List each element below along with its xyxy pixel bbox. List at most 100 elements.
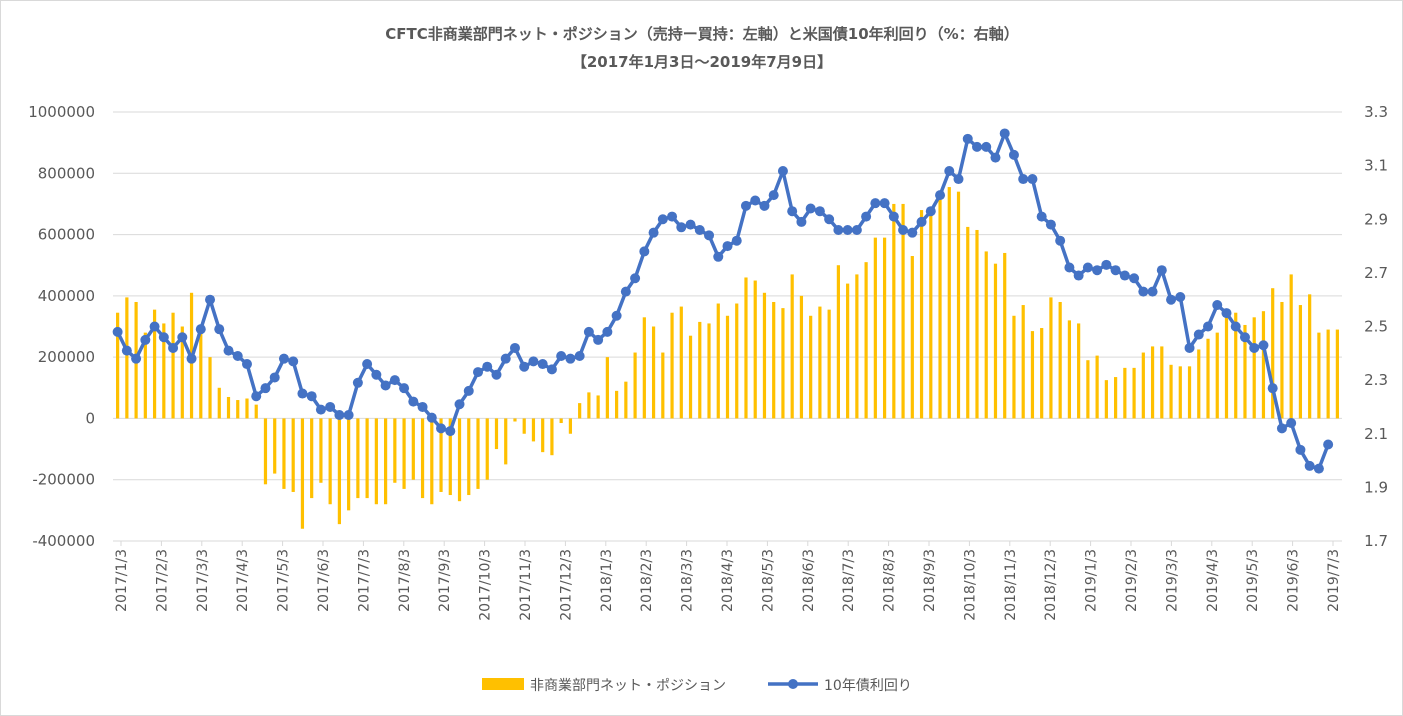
line-point <box>389 375 400 386</box>
y-left-tick-label: -400000 <box>32 532 95 550</box>
bar <box>855 274 859 419</box>
bar <box>402 418 406 489</box>
y-axis-right: 3.3 3.1 2.9 2.7 2.5 2.3 2.1 1.9 1.7 <box>1364 103 1388 550</box>
line-point <box>1045 219 1056 230</box>
line-point <box>1110 265 1121 276</box>
legend-line-marker <box>788 679 798 689</box>
x-tick-label: 2019/2/3 <box>1124 549 1140 612</box>
line-point <box>648 227 659 238</box>
line-point <box>888 211 899 222</box>
line-point <box>861 211 872 222</box>
line-point <box>1239 332 1250 343</box>
line-point <box>1203 321 1214 332</box>
bar <box>919 210 924 419</box>
line-point <box>112 326 123 337</box>
bar <box>1234 312 1238 419</box>
x-tick-label: 2018/10/3 <box>962 549 978 621</box>
line-point <box>842 224 853 235</box>
line-point <box>1101 259 1112 270</box>
line-point <box>1138 286 1149 297</box>
line-point <box>814 206 825 217</box>
x-tick-label: 2019/1/3 <box>1084 549 1100 612</box>
x-tick-label: 2019/6/3 <box>1286 549 1302 612</box>
bar <box>531 418 536 442</box>
x-tick-label: 2017/3/3 <box>195 549 211 612</box>
line-point <box>685 219 696 230</box>
line-point <box>1036 211 1047 222</box>
x-tick-label: 2018/1/3 <box>599 549 615 612</box>
y-left-tick-label: 0 <box>85 409 95 427</box>
x-tick-label: 2017/2/3 <box>154 549 170 612</box>
bar <box>494 418 499 450</box>
line-point <box>232 350 243 361</box>
line-point <box>796 216 807 227</box>
line-point <box>1027 174 1038 185</box>
line-point <box>1147 286 1158 297</box>
line-point <box>297 388 308 399</box>
line-point <box>713 251 724 262</box>
line-point <box>990 152 1001 163</box>
line-point <box>824 214 835 225</box>
bar-series <box>116 187 1339 529</box>
line-point <box>1166 294 1177 305</box>
bar <box>670 312 674 419</box>
line-point <box>241 359 252 370</box>
line-point <box>371 369 382 380</box>
bar <box>1289 274 1293 419</box>
bar <box>1077 323 1081 419</box>
x-tick-label: 2017/4/3 <box>235 549 251 612</box>
x-tick-label: 2019/5/3 <box>1245 549 1261 612</box>
bar <box>485 418 489 480</box>
line-point <box>639 246 650 257</box>
bar <box>1040 328 1044 419</box>
line-point <box>537 359 548 370</box>
line-point <box>473 367 484 378</box>
line-point <box>944 165 955 176</box>
bar <box>642 317 646 419</box>
bar <box>587 392 591 419</box>
bar <box>162 323 166 419</box>
bar <box>273 418 277 474</box>
y-right-tick-label: 1.9 <box>1364 478 1388 496</box>
bar <box>282 418 286 489</box>
bar <box>319 418 323 483</box>
bar <box>744 277 748 419</box>
bar <box>901 203 905 419</box>
line-point <box>731 235 742 246</box>
bar <box>199 332 203 419</box>
line-point <box>870 198 881 209</box>
line-point <box>1018 174 1029 185</box>
legend: 非商業部門ネット・ポジション 10年債利回り <box>482 678 912 694</box>
bar <box>513 418 517 422</box>
line-point <box>177 332 188 343</box>
bar <box>328 418 332 505</box>
y-left-tick-label: 400000 <box>38 287 95 305</box>
bar <box>809 315 813 419</box>
line-point <box>491 369 502 380</box>
bar <box>772 301 776 419</box>
bar <box>1012 315 1016 419</box>
x-tick-label: 2017/5/3 <box>276 549 292 612</box>
line-point <box>740 200 751 211</box>
line-point <box>334 409 345 420</box>
bar <box>254 404 258 419</box>
x-tick-label: 2017/1/3 <box>114 549 130 612</box>
bar <box>522 418 526 434</box>
line-point <box>260 383 271 394</box>
line-point <box>667 211 678 222</box>
y-right-tick-label: 3.3 <box>1364 103 1388 121</box>
bar <box>735 303 739 419</box>
bar <box>1160 346 1164 419</box>
line-point <box>962 133 973 144</box>
y-left-tick-label: 1000000 <box>28 103 95 121</box>
bar <box>1215 332 1219 419</box>
line-point <box>1175 292 1186 303</box>
y-left-tick-label: 800000 <box>38 164 95 182</box>
y-left-tick-label: 200000 <box>38 348 95 366</box>
bar <box>1261 311 1266 419</box>
line-point <box>805 203 816 214</box>
y-right-tick-label: 2.9 <box>1364 210 1388 228</box>
line-point <box>583 326 594 337</box>
x-tick-label: 2018/12/3 <box>1043 549 1059 621</box>
